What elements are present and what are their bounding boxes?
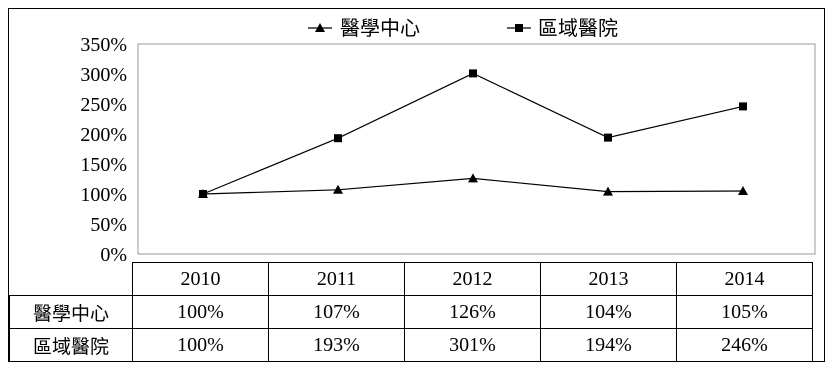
data-point-0 — [333, 184, 343, 194]
table-header-2014: 2014 — [676, 262, 813, 296]
data-point-1 — [199, 190, 207, 198]
legend-marker-square — [515, 24, 523, 32]
table-cell: 100% — [132, 295, 269, 329]
table-cell: 246% — [676, 328, 813, 362]
legend-marker-triangle — [315, 23, 325, 32]
table-corner — [9, 262, 133, 296]
table-header-2012: 2012 — [404, 262, 541, 296]
table-cell: 105% — [676, 295, 813, 329]
table-cell: 193% — [268, 328, 405, 362]
table-header-2010: 2010 — [132, 262, 269, 296]
data-point-1 — [334, 134, 342, 143]
table-row-regional-hospital: 區域醫院 100% 193% 301% 194% 246% — [9, 328, 813, 362]
table-cell: 100% — [132, 328, 269, 362]
table-header-row: 2010 2011 2012 2013 2014 — [9, 262, 813, 296]
table-cell: 107% — [268, 295, 405, 329]
data-point-0 — [603, 186, 613, 196]
plot-area — [137, 43, 816, 255]
table-rowhead-medical-center: 醫學中心 — [9, 295, 133, 329]
legend: 醫學中心 區域醫院 — [308, 16, 618, 40]
data-point-1 — [604, 133, 612, 142]
table-cell: 104% — [540, 295, 677, 329]
series-markers — [198, 69, 748, 198]
y-tick-label: 300% — [80, 64, 127, 86]
data-point-1 — [739, 102, 747, 111]
data-point-0 — [468, 173, 478, 183]
y-tick-label: 150% — [80, 154, 127, 176]
data-point-0 — [738, 186, 748, 195]
y-tick-label: 350% — [80, 34, 127, 56]
table-cell: 301% — [404, 328, 541, 362]
legend-label-medical-center: 醫學中心 — [340, 16, 420, 40]
table-header-2011: 2011 — [268, 262, 405, 296]
y-tick-label: 50% — [90, 214, 127, 236]
chart-frame — [8, 8, 825, 362]
data-table: 2010 2011 2012 2013 2014 醫學中心 100% 107% … — [9, 262, 813, 362]
y-tick-label: 200% — [80, 124, 127, 146]
table-header-2013: 2013 — [540, 262, 677, 296]
table-rowhead-regional-hospital: 區域醫院 — [9, 328, 133, 362]
data-point-1 — [469, 69, 477, 78]
legend-label-regional-hospital: 區域醫院 — [538, 16, 618, 40]
y-tick-label: 0% — [100, 244, 127, 266]
y-tick-label: 250% — [80, 94, 127, 116]
y-tick-label: 100% — [80, 184, 127, 206]
y-axis-ticks: 350% 300% 250% 200% 150% 100% 50% 0% — [80, 34, 127, 266]
table-cell: 194% — [540, 328, 677, 362]
table-cell: 126% — [404, 295, 541, 329]
table-row-medical-center: 醫學中心 100% 107% 126% 104% 105% — [9, 295, 813, 329]
